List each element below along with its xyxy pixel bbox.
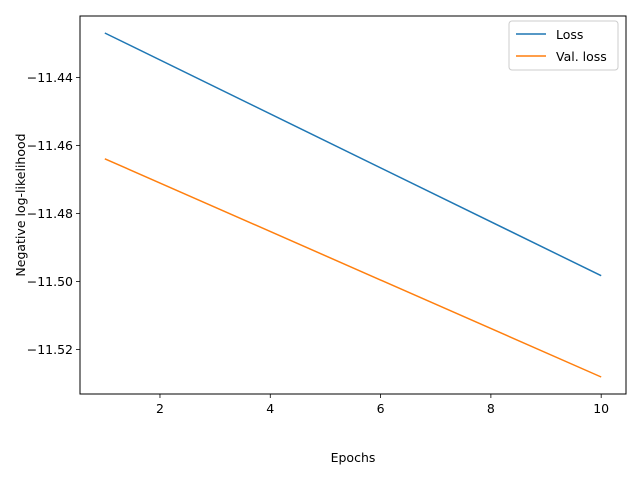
legend-label-loss: Loss [556,27,583,42]
y-axis-label: Negative log-likelihood [13,133,28,276]
x-axis-label: Epochs [331,450,376,465]
plot-area: 2 4 6 8 10 −11.44 −11.46 −11.48 −11.50 −11.52 [27,15,627,416]
series-line-val-loss [104,158,602,378]
y-tick-label: −11.48 [27,206,73,221]
series-layer [104,32,602,378]
legend: Loss Val. loss [508,20,619,71]
y-axis-ticks: −11.44 −11.46 −11.48 −11.50 −11.52 [27,70,80,357]
x-tick-label: 10 [593,401,609,416]
y-tick-label: −11.46 [27,138,73,153]
x-tick-label: 4 [266,401,274,416]
y-tick-label: −11.50 [27,274,73,289]
x-tick-label: 6 [377,401,385,416]
axes-frame [79,15,627,395]
y-tick-label: −11.44 [27,70,73,85]
y-tick-label: −11.52 [27,342,73,357]
x-axis-ticks: 2 4 6 8 10 [156,394,609,416]
series-line-loss [104,32,602,277]
x-tick-label: 2 [156,401,164,416]
legend-label-val-loss: Val. loss [556,49,607,64]
x-tick-label: 8 [487,401,495,416]
